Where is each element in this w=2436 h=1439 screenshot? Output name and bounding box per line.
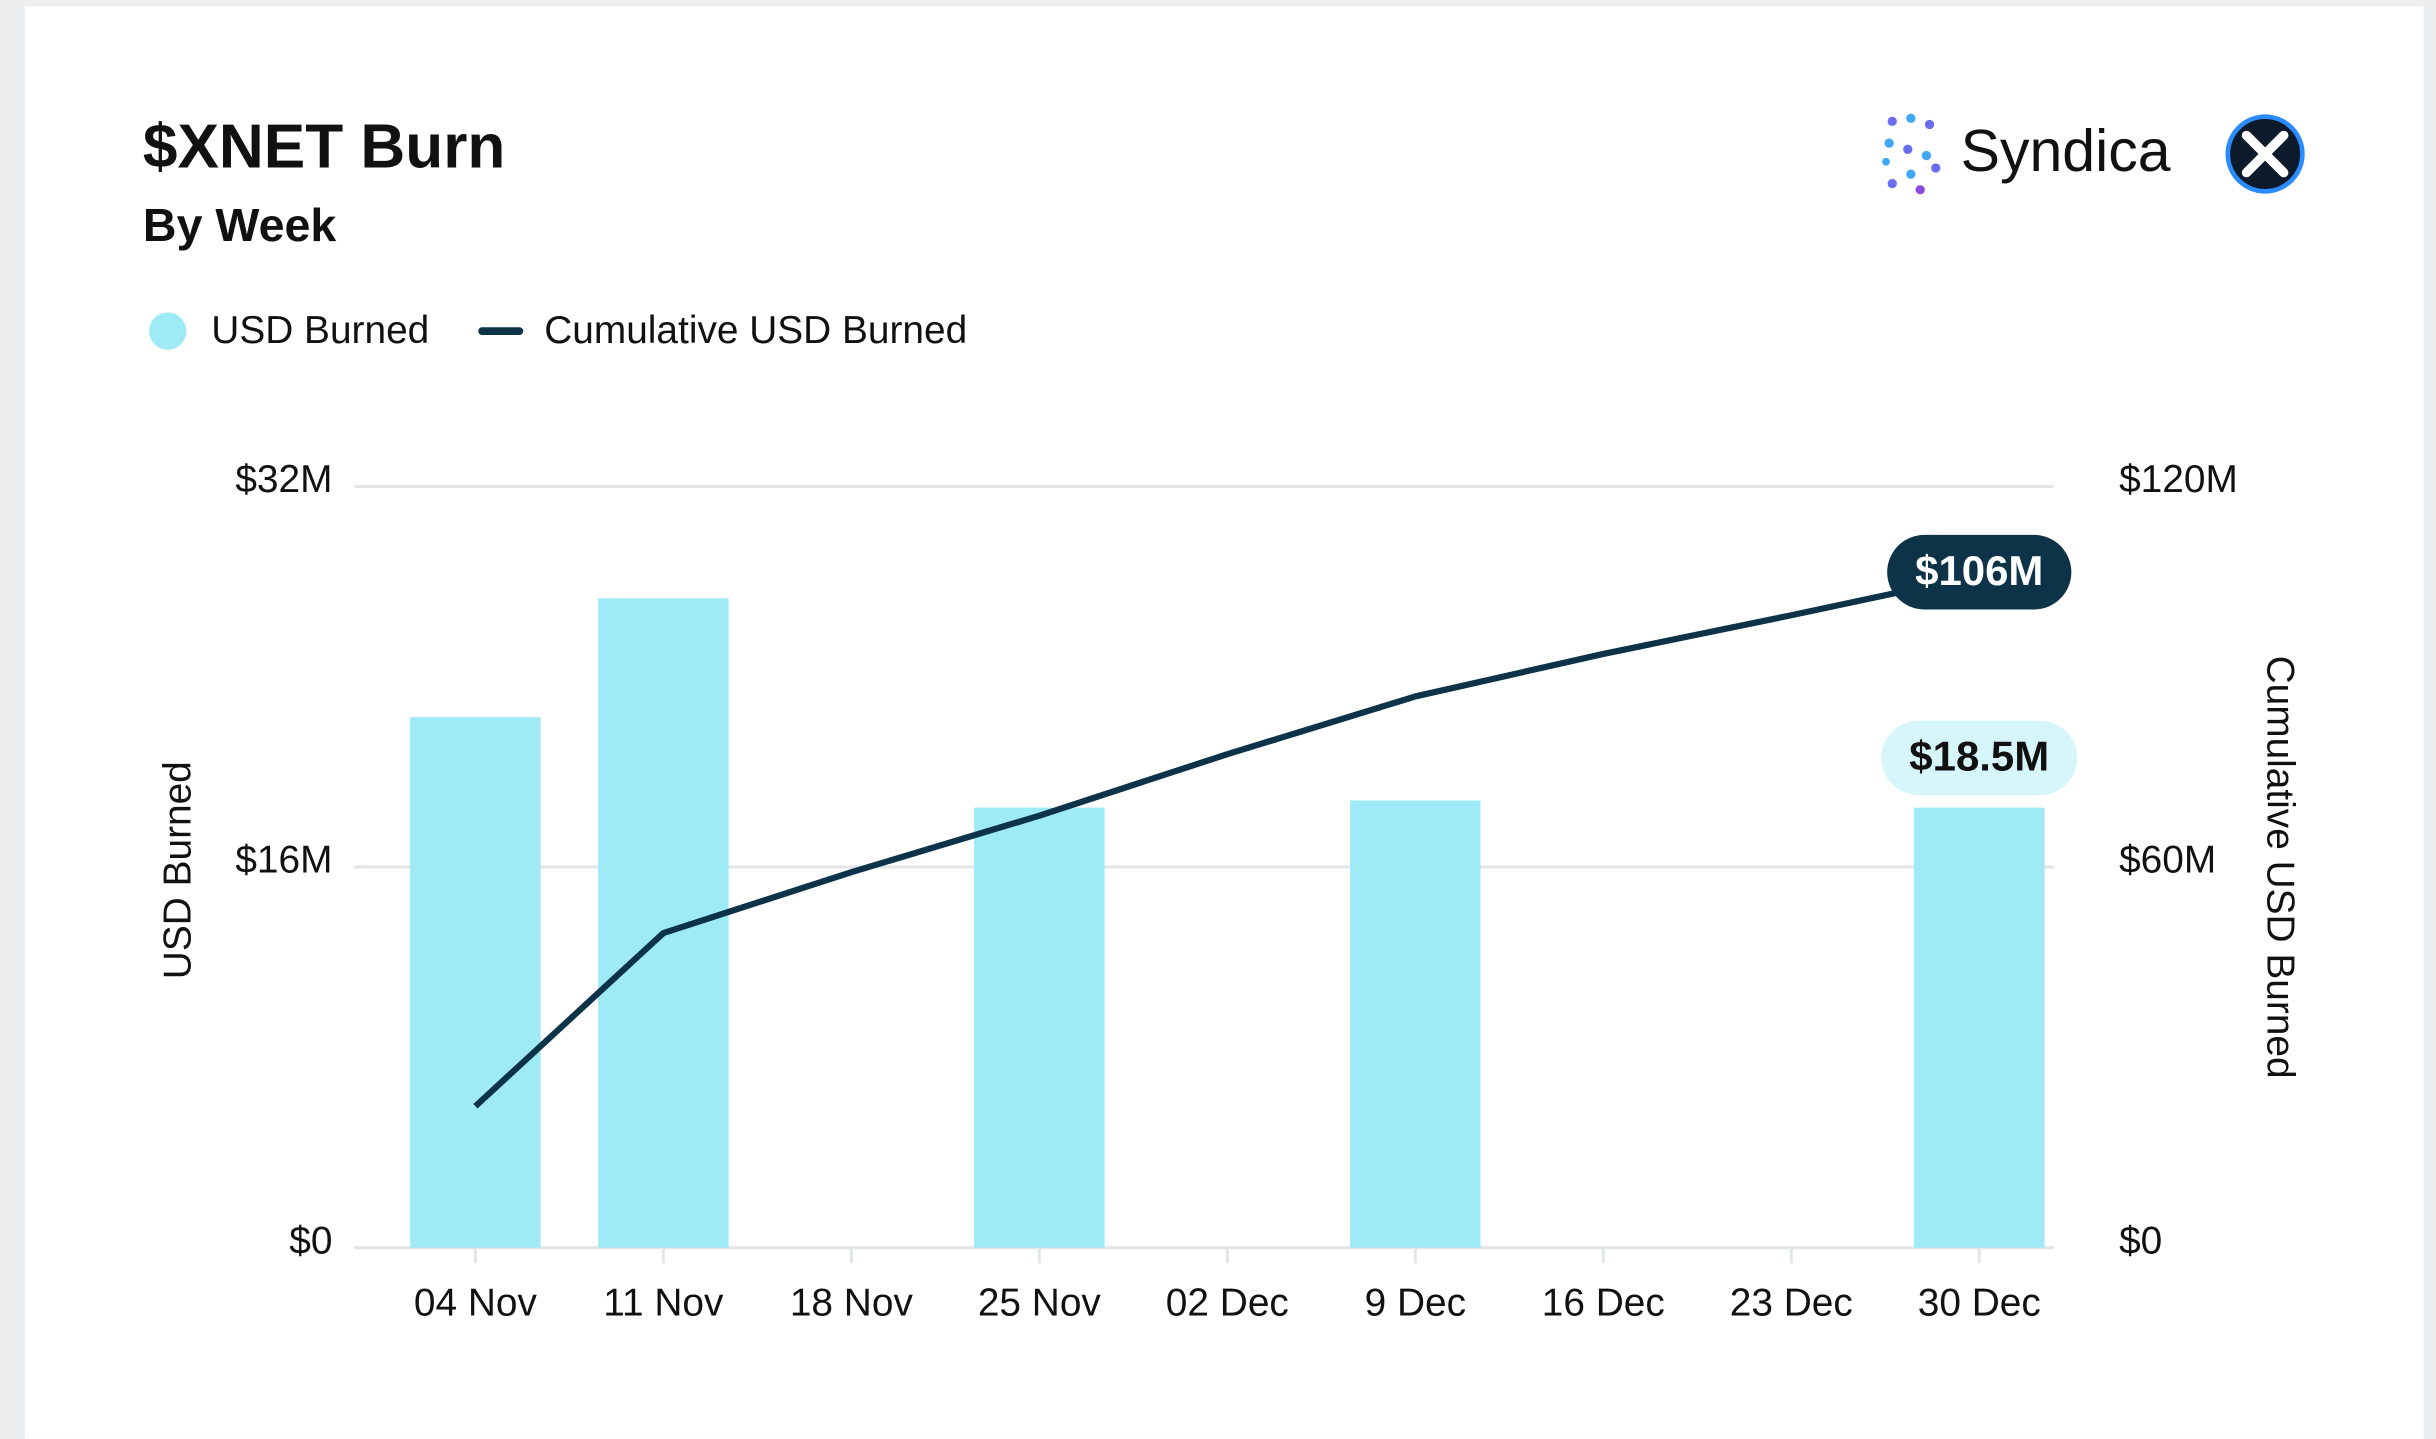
- card: [24, 6, 2424, 1439]
- y-tick-label: $16M: [235, 839, 332, 882]
- bar: [1350, 800, 1481, 1248]
- x-tick-label: 30 Dec: [1918, 1281, 2041, 1324]
- y2-tick-label: $120M: [2119, 458, 2238, 501]
- data-label-bg: [1887, 534, 2072, 610]
- x-tick-label: 25 Nov: [978, 1281, 1102, 1324]
- x-tick-label: 18 Nov: [790, 1281, 914, 1324]
- data-label-bg: [1881, 720, 2078, 796]
- y2-axis-title: Cumulative USD Burned: [2258, 656, 2301, 1079]
- bar: [974, 807, 1105, 1248]
- x-tick-label: 02 Dec: [1166, 1281, 1289, 1324]
- x-tick-label: 11 Nov: [603, 1281, 724, 1324]
- legend-label: USD Burned: [211, 309, 429, 352]
- legend-swatch: [149, 312, 187, 350]
- y-tick-label: $32M: [235, 458, 332, 501]
- y-axis-title: USD Burned: [156, 761, 199, 979]
- line: [473, 572, 1980, 1109]
- y2-tick-label: $0: [2119, 1219, 2162, 1262]
- legend-label: Cumulative USD Burned: [544, 309, 967, 352]
- data-label-text: $106M: [1915, 547, 2043, 594]
- data-label-text: $18.5M: [1909, 733, 2049, 780]
- data-label: $106M: [1887, 534, 2072, 610]
- bar: [598, 598, 729, 1248]
- x-tick-label: 9 Dec: [1365, 1281, 1466, 1324]
- y2-tick-label: $60M: [2119, 839, 2216, 882]
- bar: [410, 717, 541, 1248]
- x-tick-label: 23 Dec: [1730, 1281, 1853, 1324]
- data-label: $18.5M: [1881, 720, 2078, 796]
- brand-logo: Syndica: [1882, 113, 2305, 195]
- brand-name: Syndica: [1961, 118, 2171, 184]
- bar: [1914, 807, 2045, 1248]
- chart-subtitle: By Week: [143, 199, 336, 251]
- x-tick-label: 16 Dec: [1542, 1281, 1665, 1324]
- x-tick-label: 04 Nov: [414, 1281, 538, 1324]
- y-tick-label: $0: [289, 1219, 332, 1262]
- chart-title: $XNET Burn: [143, 112, 505, 181]
